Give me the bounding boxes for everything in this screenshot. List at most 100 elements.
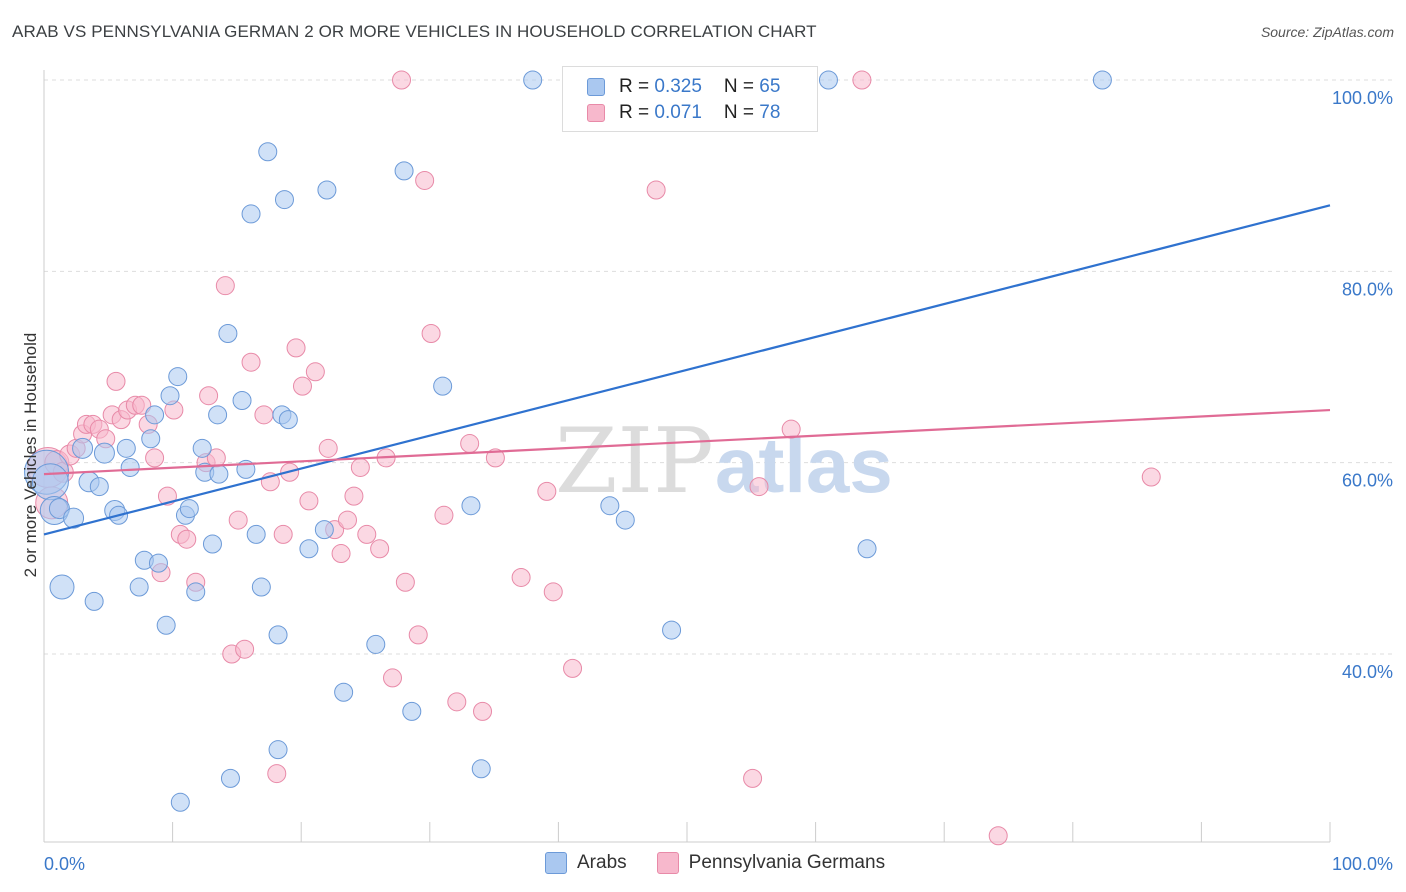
point-arabs [1092,70,1112,90]
trend-lines [43,204,1331,536]
point-pennsylvania-germans [473,701,493,721]
point-arabs [156,615,176,635]
point-arabs [160,386,180,406]
point-pennsylvania-germans [228,510,248,530]
bottom-legend-swatch-pennsylvania-germans [656,852,679,874]
point-pennsylvania-germans [305,362,325,382]
point-arabs [116,438,136,458]
tick-labels: 40.0% 60.0% 80.0% 100.0% 0.0% 100.0% [44,88,1393,874]
point-arabs [268,740,288,760]
bottom-legend-label-pennsylvania-germans: Pennsylvania Germans [688,852,886,873]
point-pennsylvania-germans [537,481,557,501]
y-tick-label: 40.0% [1342,662,1393,682]
point-arabs [120,457,140,477]
point-pennsylvania-germans [235,639,255,659]
point-pennsylvania-germans [132,395,152,415]
point-pennsylvania-germans [563,658,583,678]
point-arabs [84,591,104,611]
x-tick-label: 0.0% [44,854,85,874]
point-arabs [314,520,334,540]
point-arabs [615,510,635,530]
point-arabs [600,496,620,516]
point-pennsylvania-germans [331,544,351,564]
point-pennsylvania-germans [988,826,1008,846]
point-arabs [63,507,85,529]
point-pennsylvania-germans [852,70,872,90]
legend-swatch-arabs [587,78,605,96]
point-pennsylvania-germans [145,448,165,468]
legend-row-arabs: R = 0.325 N = 65 [587,75,780,99]
point-arabs [523,70,543,90]
point-pennsylvania-germans [299,491,319,511]
legend-n-value: 78 [759,102,781,123]
point-pennsylvania-germans [177,529,197,549]
point-arabs [49,574,75,600]
point-arabs [251,577,271,597]
point-arabs [202,534,222,554]
watermark: ZIP atlas [555,409,893,514]
point-pennsylvania-germans [749,477,769,497]
legend-r-label: R = [619,76,655,97]
point-pennsylvania-germans [199,386,219,406]
point-arabs [218,324,238,344]
point-arabs [93,442,115,464]
series-arabs [24,70,1112,812]
point-pennsylvania-germans [460,434,480,454]
point-arabs [818,70,838,90]
point-arabs [148,553,168,573]
point-pennsylvania-germans [421,324,441,344]
point-pennsylvania-germans [395,572,415,592]
point-pennsylvania-germans [254,405,274,425]
point-pennsylvania-germans [646,180,666,200]
point-pennsylvania-germans [392,70,412,90]
point-arabs [208,405,228,425]
point-arabs [129,577,149,597]
point-arabs [433,376,453,396]
y-tick-label: 100.0% [1332,88,1393,108]
point-pennsylvania-germans [344,486,364,506]
bottom-legend-item-arabs: Arabs [545,852,627,874]
point-pennsylvania-germans [357,524,377,544]
legend-r-value: 0.071 [654,102,702,123]
point-arabs [278,410,298,430]
trend-line-arabs [43,204,1331,536]
point-arabs [334,682,354,702]
y-tick-label: 80.0% [1342,279,1393,299]
point-arabs [220,768,240,788]
legend-r-value: 0.325 [654,76,702,97]
legend-n-label: N = [723,76,760,97]
point-arabs [317,180,337,200]
point-arabs [662,620,682,640]
point-arabs [170,792,190,812]
bottom-legend-item-pennsylvania-germans: Pennsylvania Germans [656,852,886,874]
point-arabs [461,496,481,516]
y-axis-label: 2 or more Vehicles in Household [21,333,40,578]
point-pennsylvania-germans [106,371,126,391]
point-pennsylvania-germans [408,625,428,645]
point-arabs [394,161,414,181]
x-tick-label: 100.0% [1332,854,1393,874]
point-arabs [402,701,422,721]
point-pennsylvania-germans [543,582,563,602]
point-pennsylvania-germans [318,438,338,458]
point-pennsylvania-germans [781,419,801,439]
point-arabs [471,759,491,779]
bottom-legend: Arabs Pennsylvania Germans [545,852,915,874]
point-pennsylvania-germans [434,505,454,525]
point-pennsylvania-germans [241,352,261,372]
point-arabs [258,142,278,162]
point-arabs [299,539,319,559]
point-pennsylvania-germans [292,376,312,396]
point-arabs [168,367,188,387]
point-pennsylvania-germans [447,692,467,712]
point-pennsylvania-germans [1141,467,1161,487]
bottom-legend-label-arabs: Arabs [577,852,627,873]
point-arabs [186,582,206,602]
legend: R = 0.325 N = 65 R = 0.071 N = 78 [562,66,818,132]
point-pennsylvania-germans [337,510,357,530]
point-arabs [857,539,877,559]
bottom-legend-swatch-arabs [545,852,567,874]
point-arabs [274,190,294,210]
point-pennsylvania-germans [286,338,306,358]
